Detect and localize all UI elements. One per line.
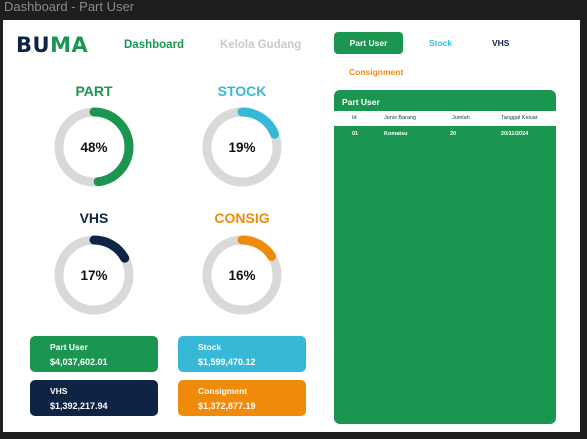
- card-stock-label: Stock: [198, 342, 222, 352]
- ring-chart-stock: [202, 107, 282, 187]
- card-stock[interactable]: Stock $1,599,470.12: [178, 336, 306, 372]
- ring-title-stock: STOCK: [217, 83, 267, 99]
- window-title: Dashboard - Part User: [4, 0, 135, 14]
- ring-title-vhs: VHS: [79, 210, 109, 226]
- part-user-table-panel: Part User Id Jenis Barang Jumlah Tanggal…: [334, 90, 556, 424]
- ring-percent-consig: 16%: [228, 267, 256, 283]
- ring-chart-consig: [202, 235, 282, 315]
- ring-percent-stock: 19%: [228, 139, 256, 155]
- card-part-user-label: Part User: [50, 342, 88, 352]
- tab-consignment[interactable]: Consignment: [349, 67, 404, 77]
- buma-logo: BUMA: [16, 34, 88, 56]
- ring-title-consig: CONSIG: [214, 210, 270, 226]
- tab-stock[interactable]: Stock: [429, 38, 453, 48]
- tab-part-user[interactable]: Part User: [334, 32, 403, 54]
- card-part-user-value: $4,037,602.01: [50, 357, 108, 367]
- card-stock-value: $1,599,470.12: [198, 357, 256, 367]
- logo-part-2: MA: [50, 33, 89, 57]
- logo-part-1: BU: [16, 33, 51, 57]
- tab-part-user-label: Part User: [349, 38, 388, 48]
- column-header-jumlah: Jumlah: [452, 115, 470, 121]
- card-consignment[interactable]: Consigment $1,372,877.19: [178, 380, 306, 416]
- card-consignment-value: $1,372,877.19: [198, 401, 256, 411]
- card-vhs-label: VHS: [50, 386, 68, 396]
- nav-kelola-gudang-link[interactable]: Kelola Gudang: [220, 39, 302, 51]
- tab-vhs[interactable]: VHS: [492, 38, 510, 48]
- table-header: Id Jenis Barang Jumlah Tanggal Keluar: [334, 111, 556, 126]
- ring-arc-part: [54, 107, 134, 187]
- ring-arc-stock: [202, 107, 282, 187]
- panel-title: Part User: [342, 97, 380, 107]
- nav-dashboard-link[interactable]: Dashboard: [124, 39, 185, 51]
- cell-jumlah: 20: [450, 131, 457, 137]
- cell-jenis-barang: Komatsu: [384, 131, 408, 137]
- ring-chart-vhs: [54, 235, 134, 315]
- ring-percent-part: 48%: [80, 139, 108, 155]
- ring-arc-vhs: [54, 235, 134, 315]
- dashboard-frame: BUMA Dashboard Kelola Gudang Part User S…: [3, 20, 580, 432]
- ring-arc-consig: [202, 235, 282, 315]
- card-consignment-label: Consigment: [198, 386, 248, 396]
- ring-title-part: PART: [75, 83, 113, 99]
- column-header-jenis-barang: Jenis Barang: [384, 115, 417, 121]
- card-part-user[interactable]: Part User $4,037,602.01: [30, 336, 158, 372]
- ring-percent-vhs: 17%: [80, 267, 108, 283]
- column-header-id: Id: [352, 115, 357, 121]
- cell-id: 01: [352, 131, 359, 137]
- card-vhs[interactable]: VHS $1,392,217.94: [30, 380, 158, 416]
- ring-chart-part: [54, 107, 134, 187]
- cell-tanggal-keluar: 20/11/2024: [501, 131, 529, 137]
- column-header-tanggal-keluar: Tanggal Keluar: [501, 115, 538, 121]
- card-vhs-value: $1,392,217.94: [50, 401, 108, 411]
